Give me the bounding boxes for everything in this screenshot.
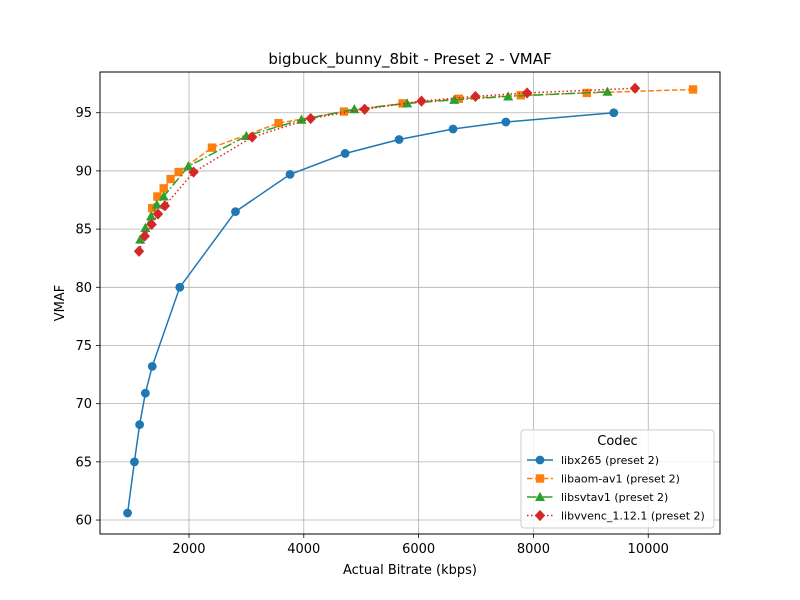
y-tick-label: 60 xyxy=(75,514,92,529)
series-line xyxy=(151,88,694,209)
data-point xyxy=(147,362,157,371)
legend-entry-label: libx265 (preset 2) xyxy=(561,454,659,467)
series-triangle xyxy=(135,86,613,244)
y-tick-label: 75 xyxy=(75,339,92,354)
data-point xyxy=(207,143,217,152)
data-point xyxy=(140,388,150,398)
series-line xyxy=(139,91,608,240)
data-point xyxy=(231,207,240,217)
data-point xyxy=(133,245,145,257)
x-axis-label: Actual Bitrate (kbps) xyxy=(343,563,477,578)
plot-frame xyxy=(99,71,721,535)
series-circle xyxy=(123,108,619,518)
data-point xyxy=(359,103,370,115)
y-tick-label: 85 xyxy=(75,223,92,238)
data-point xyxy=(394,135,404,144)
legend: Codec libx265 (preset 2) libaom-av1 (pres… xyxy=(520,429,715,529)
y-tick-label: 95 xyxy=(75,106,92,121)
data-point xyxy=(448,124,458,134)
data-point xyxy=(398,99,407,108)
data-point xyxy=(140,222,151,232)
data-point xyxy=(183,161,194,171)
data-point xyxy=(470,90,481,103)
y-tick-label: 65 xyxy=(75,455,92,470)
y-tick-label: 90 xyxy=(75,164,92,179)
data-point xyxy=(449,94,460,104)
data-point xyxy=(602,86,613,96)
data-point xyxy=(501,117,511,127)
data-point xyxy=(688,85,698,94)
data-point xyxy=(166,174,175,184)
data-point xyxy=(521,87,533,99)
data-point xyxy=(135,234,146,244)
series-layer xyxy=(123,82,698,518)
data-point xyxy=(135,420,145,430)
data-point xyxy=(246,131,258,143)
data-point xyxy=(629,82,641,94)
data-point xyxy=(454,94,463,103)
legend-entry-label: libsvtav1 (preset 2) xyxy=(561,491,668,504)
data-point xyxy=(153,192,162,201)
data-point xyxy=(159,200,171,212)
data-point xyxy=(274,119,283,128)
x-tick-label: 2000 xyxy=(172,542,205,557)
legend-title: Codec xyxy=(597,434,637,449)
data-point xyxy=(416,95,427,107)
y-axis-label: VMAF xyxy=(53,285,68,321)
data-point xyxy=(159,184,168,193)
x-tick-label: 10000 xyxy=(628,542,669,557)
legend-box xyxy=(520,429,715,529)
x-tick-label: 6000 xyxy=(402,542,435,557)
data-point xyxy=(296,114,307,124)
x-tick-label: 8000 xyxy=(517,542,550,557)
data-point xyxy=(152,208,164,220)
data-point xyxy=(123,508,132,518)
data-point xyxy=(175,282,185,292)
data-point xyxy=(139,230,150,242)
data-point xyxy=(174,167,183,177)
data-point xyxy=(340,149,350,158)
data-point xyxy=(503,91,514,101)
chart-title: bigbuck_bunny_8bit - Preset 2 - VMAF xyxy=(268,50,551,69)
legend-swatch-marker xyxy=(535,491,545,501)
ticks: 2000 4000 6000 8000 10000 60 65 70 75 80 85 90 95 xyxy=(75,106,668,557)
series-diamond xyxy=(133,82,641,257)
legend-swatch-marker xyxy=(535,474,545,483)
data-point xyxy=(158,191,169,201)
data-point xyxy=(188,166,199,178)
y-tick-label: 70 xyxy=(75,397,92,412)
x-tick-label: 4000 xyxy=(287,542,320,557)
data-point xyxy=(146,218,157,231)
legend-entry-label: libvvenc_1.12.1 (preset 2) xyxy=(561,510,705,523)
data-point xyxy=(151,199,162,209)
data-point xyxy=(609,108,619,118)
data-point xyxy=(305,112,316,125)
data-point xyxy=(285,170,295,179)
data-point xyxy=(146,211,157,221)
data-point xyxy=(349,104,360,114)
legend-swatch-marker xyxy=(534,509,546,522)
legend-swatch-marker xyxy=(535,455,545,465)
y-tick-label: 80 xyxy=(75,281,92,296)
legend-items: libx265 (preset 2) libaom-av1 (preset 2) l… xyxy=(527,454,705,523)
data-point xyxy=(130,457,139,467)
legend-entry-label: libaom-av1 (preset 2) xyxy=(561,473,680,486)
